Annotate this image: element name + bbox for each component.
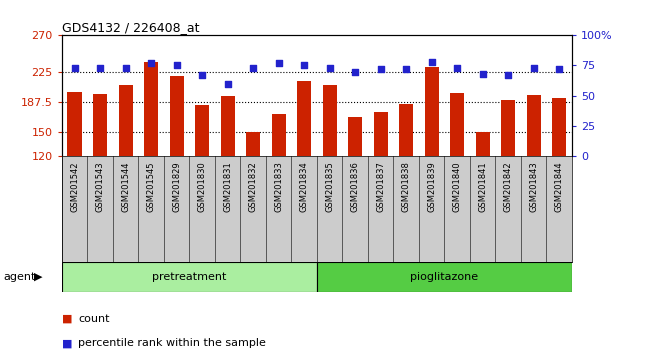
Bar: [374, 113, 387, 156]
Bar: [348, 117, 362, 156]
Text: GSM201843: GSM201843: [529, 161, 538, 212]
Point: [324, 65, 335, 71]
Text: GSM201840: GSM201840: [452, 161, 462, 212]
Text: GSM201839: GSM201839: [427, 161, 436, 212]
Bar: [526, 95, 541, 156]
Text: GSM201834: GSM201834: [300, 161, 309, 212]
Text: pretreatment: pretreatment: [152, 272, 226, 282]
Point: [70, 65, 80, 71]
Bar: [297, 81, 311, 156]
Point: [554, 66, 564, 72]
Bar: [195, 105, 209, 156]
Bar: [424, 67, 439, 156]
Bar: [170, 75, 183, 156]
Text: GSM201543: GSM201543: [96, 161, 105, 212]
Text: ■: ■: [62, 314, 72, 324]
Point: [401, 66, 411, 72]
Point: [274, 60, 284, 66]
Text: GSM201842: GSM201842: [504, 161, 513, 212]
Point: [478, 71, 488, 77]
Point: [248, 65, 258, 71]
Text: count: count: [78, 314, 109, 324]
Point: [299, 63, 309, 68]
Text: GSM201844: GSM201844: [554, 161, 564, 212]
Text: GSM201832: GSM201832: [248, 161, 257, 212]
Point: [426, 59, 437, 65]
Point: [222, 81, 233, 86]
Text: GSM201838: GSM201838: [402, 161, 411, 212]
Bar: [501, 99, 515, 156]
Text: GSM201830: GSM201830: [198, 161, 207, 212]
Point: [528, 65, 539, 71]
Text: GSM201841: GSM201841: [478, 161, 488, 212]
Point: [95, 65, 105, 71]
Text: GSM201542: GSM201542: [70, 161, 79, 212]
Text: GSM201544: GSM201544: [121, 161, 130, 212]
Bar: [272, 114, 285, 156]
Text: GDS4132 / 226408_at: GDS4132 / 226408_at: [62, 21, 200, 34]
Bar: [220, 96, 235, 156]
Text: GSM201837: GSM201837: [376, 161, 385, 212]
Bar: [93, 94, 107, 156]
Point: [350, 69, 360, 74]
Text: GSM201836: GSM201836: [350, 161, 359, 212]
Text: GSM201833: GSM201833: [274, 161, 283, 212]
Point: [172, 63, 182, 68]
Text: ▶: ▶: [34, 272, 42, 282]
Point: [503, 72, 514, 78]
Point: [146, 60, 156, 66]
Text: pioglitazone: pioglitazone: [410, 272, 478, 282]
Bar: [118, 85, 133, 156]
Bar: [476, 132, 489, 156]
Text: GSM201545: GSM201545: [146, 161, 155, 212]
Bar: [144, 62, 158, 156]
Bar: [62, 262, 317, 292]
Bar: [552, 98, 566, 156]
Text: ■: ■: [62, 338, 72, 348]
Text: GSM201831: GSM201831: [223, 161, 232, 212]
Bar: [68, 92, 81, 156]
Text: GSM201829: GSM201829: [172, 161, 181, 212]
Bar: [246, 132, 260, 156]
Bar: [399, 104, 413, 156]
Text: percentile rank within the sample: percentile rank within the sample: [78, 338, 266, 348]
Bar: [450, 93, 464, 156]
Point: [120, 65, 131, 71]
Point: [452, 65, 462, 71]
Point: [197, 72, 207, 78]
Text: agent: agent: [3, 272, 36, 282]
Point: [376, 66, 386, 72]
Bar: [322, 85, 337, 156]
Bar: [317, 262, 572, 292]
Text: GSM201835: GSM201835: [325, 161, 334, 212]
